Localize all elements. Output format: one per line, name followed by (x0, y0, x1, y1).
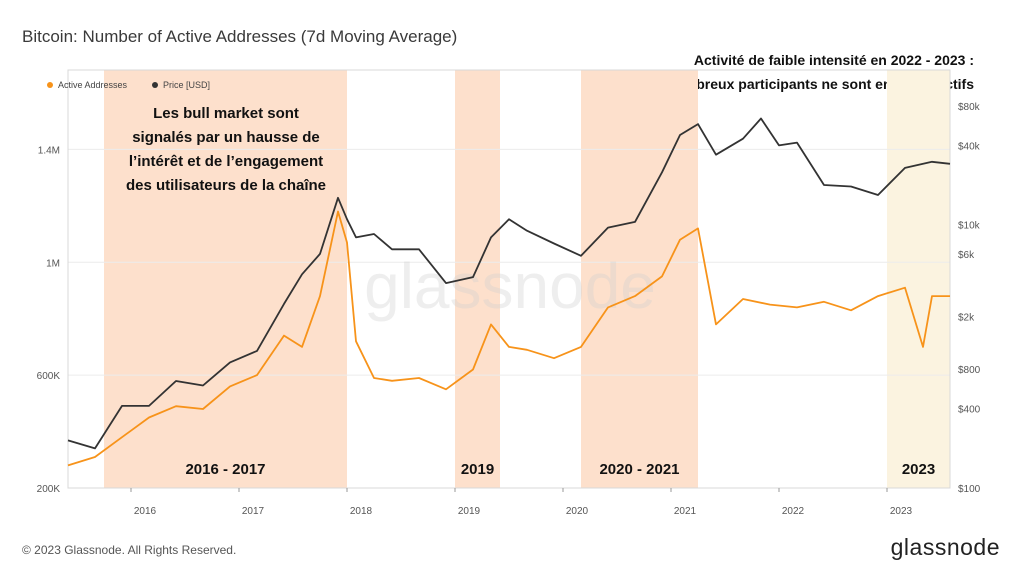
x-tick-label: 2016 (134, 506, 157, 517)
annotation-line: des utilisateurs de la chaîne (126, 177, 326, 194)
period-labels: 2016 - 2017 2019 2020 - 2021 2023 (185, 461, 935, 478)
shaded-periods (104, 70, 950, 488)
bull-annotation: Les bull market sont signalés par un haus… (126, 105, 326, 194)
plot-frame (67, 69, 951, 489)
shaded-period (887, 70, 950, 488)
watermark: glassnode (364, 250, 656, 322)
x-tick-label: 2017 (242, 506, 265, 517)
x-tick-label: 2020 (566, 506, 589, 517)
y-right-tick-label: $400 (958, 405, 981, 416)
y-right-tick-label: $40k (958, 141, 981, 152)
y-right-tick-label: $2k (958, 313, 975, 324)
legend-swatch (47, 82, 53, 88)
x-tick-label: 2021 (674, 506, 697, 517)
period-label: 2019 (461, 461, 494, 478)
price-line (67, 117, 951, 450)
copyright-footer: © 2023 Glassnode. All Rights Reserved. (22, 543, 237, 557)
x-tick-label: 2018 (350, 506, 373, 517)
y-right-tick-label: $100 (958, 484, 981, 495)
y-left-tick-label: 600K (37, 371, 61, 382)
x-tick-label: 2023 (890, 506, 913, 517)
y-right-tick-label: $800 (958, 365, 981, 376)
shaded-period (104, 70, 347, 488)
x-tick-label: 2022 (782, 506, 805, 517)
period-label: 2023 (902, 461, 935, 478)
callout-line-1: Activité de faible intensité en 2022 - 2… (693, 52, 974, 68)
period-label: 2016 - 2017 (185, 461, 265, 478)
annotation-line: Les bull market sont (153, 105, 299, 122)
y-right-tick-label: $10k (958, 221, 981, 232)
series-lines (67, 117, 951, 467)
y-right-tick-label: $6k (958, 250, 975, 261)
annotation-line: l’intérêt et de l’engagement (129, 153, 323, 170)
y-left-tick-label: 200K (37, 484, 61, 495)
legend-label: Active Addresses (58, 80, 128, 90)
y-right-tick-label: $80k (958, 102, 981, 113)
annotation-line: signalés par un hausse de (132, 129, 320, 146)
chart-title: Bitcoin: Number of Active Addresses (7d … (22, 27, 458, 46)
period-label: 2020 - 2021 (599, 461, 679, 478)
y-left-tick-label: 1.4M (38, 145, 60, 156)
axes: 200K 600K 1M 1.4M $100 $400 $800 $2k $6k $10k $40k… (37, 69, 981, 517)
legend: Active Addresses Price [USD] (47, 80, 210, 90)
x-tick-label: 2019 (458, 506, 481, 517)
legend-label: Price [USD] (163, 80, 210, 90)
legend-swatch (152, 82, 158, 88)
y-left-tick-label: 1M (46, 258, 60, 269)
active-addresses-line (67, 210, 950, 467)
brand-logo: glassnode (890, 534, 1000, 560)
